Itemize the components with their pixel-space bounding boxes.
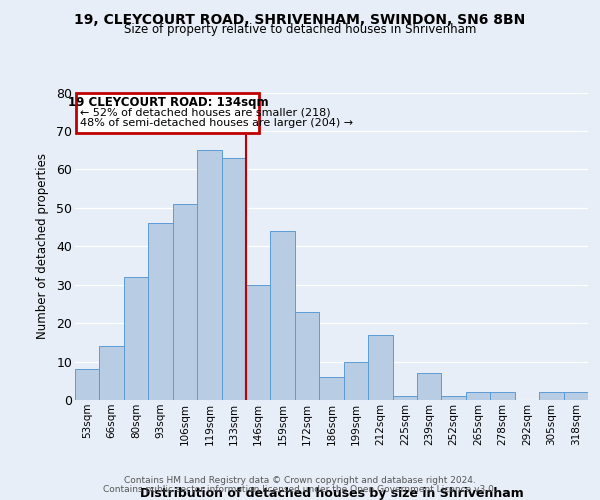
Bar [197, 150, 221, 400]
Y-axis label: Number of detached properties: Number of detached properties [36, 153, 49, 339]
Bar [100, 346, 124, 400]
Bar [442, 396, 466, 400]
Bar [466, 392, 490, 400]
Text: Contains HM Land Registry data © Crown copyright and database right 2024.: Contains HM Land Registry data © Crown c… [124, 476, 476, 485]
Text: Contains public sector information licensed under the Open Government Licence v3: Contains public sector information licen… [103, 485, 497, 494]
Bar [246, 284, 271, 400]
Text: 19 CLEYCOURT ROAD: 134sqm: 19 CLEYCOURT ROAD: 134sqm [68, 96, 268, 108]
Bar [319, 377, 344, 400]
Bar [368, 334, 392, 400]
Bar [417, 373, 442, 400]
X-axis label: Distribution of detached houses by size in Shrivenham: Distribution of detached houses by size … [140, 486, 523, 500]
Text: ← 52% of detached houses are smaller (218): ← 52% of detached houses are smaller (21… [80, 107, 331, 117]
Bar [563, 392, 588, 400]
Bar [221, 158, 246, 400]
Text: Size of property relative to detached houses in Shrivenham: Size of property relative to detached ho… [124, 22, 476, 36]
Bar [271, 231, 295, 400]
Bar [490, 392, 515, 400]
FancyBboxPatch shape [76, 94, 259, 133]
Bar [392, 396, 417, 400]
Text: 48% of semi-detached houses are larger (204) →: 48% of semi-detached houses are larger (… [80, 118, 353, 128]
Bar [344, 362, 368, 400]
Bar [124, 277, 148, 400]
Bar [295, 312, 319, 400]
Bar [539, 392, 563, 400]
Text: 19, CLEYCOURT ROAD, SHRIVENHAM, SWINDON, SN6 8BN: 19, CLEYCOURT ROAD, SHRIVENHAM, SWINDON,… [74, 12, 526, 26]
Bar [75, 369, 100, 400]
Bar [173, 204, 197, 400]
Bar [148, 223, 173, 400]
